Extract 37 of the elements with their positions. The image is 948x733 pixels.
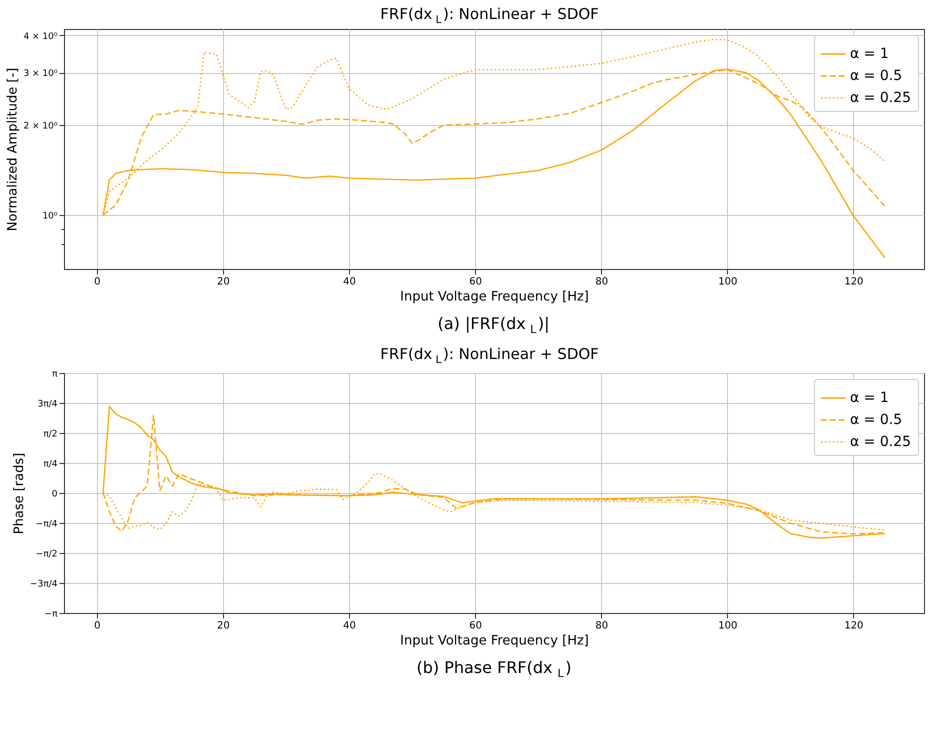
legend-label: α = 1 bbox=[850, 46, 889, 62]
x-tick-label: 100 bbox=[718, 620, 738, 632]
x-tick-label: 0 bbox=[94, 276, 100, 288]
y-tick-label: 2 × 10⁰ bbox=[23, 122, 58, 132]
x-tick-label: 80 bbox=[595, 276, 608, 288]
x-tick-label: 20 bbox=[217, 620, 230, 632]
x-axis-title: Input Voltage Frequency [Hz] bbox=[400, 290, 589, 304]
y-axis-title: Normalized Amplitude [-] bbox=[5, 68, 20, 232]
y-tick-label: π/4 bbox=[43, 460, 58, 470]
y-tick-label: 4 × 10⁰ bbox=[23, 32, 58, 42]
legend-label: α = 0.5 bbox=[850, 412, 902, 428]
y-axis-title: Phase [rads] bbox=[12, 452, 28, 534]
y-tick-label: 10⁰ bbox=[42, 212, 58, 222]
x-tick-label: 60 bbox=[469, 276, 482, 288]
y-tick-label: −π/2 bbox=[36, 550, 58, 560]
x-tick-label: 100 bbox=[718, 276, 738, 288]
y-tick-label: −π/4 bbox=[36, 520, 58, 530]
y-tick-label: −π bbox=[44, 610, 58, 620]
y-tick-label: −3π/4 bbox=[30, 580, 58, 590]
y-tick-label: 3π/4 bbox=[38, 400, 58, 410]
x-tick-label: 40 bbox=[343, 276, 356, 288]
legend-label: α = 0.25 bbox=[850, 434, 912, 450]
x-tick-label: 0 bbox=[94, 620, 100, 632]
legend-label: α = 0.25 bbox=[850, 90, 912, 106]
x-tick-label: 40 bbox=[343, 620, 356, 632]
legend-label: α = 0.5 bbox=[850, 68, 902, 84]
y-tick-label: π/2 bbox=[43, 430, 58, 440]
x-tick-label: 120 bbox=[844, 276, 864, 288]
x-tick-label: 20 bbox=[217, 276, 230, 288]
x-axis-title: Input Voltage Frequency [Hz] bbox=[400, 634, 589, 648]
y-tick-label: π bbox=[52, 370, 58, 380]
x-tick-label: 80 bbox=[595, 620, 608, 632]
y-tick-label: 3 × 10⁰ bbox=[23, 69, 58, 80]
legend-label: α = 1 bbox=[850, 390, 889, 406]
x-tick-label: 120 bbox=[844, 620, 864, 632]
x-tick-label: 60 bbox=[469, 620, 482, 632]
y-tick-label: 0 bbox=[52, 490, 58, 500]
